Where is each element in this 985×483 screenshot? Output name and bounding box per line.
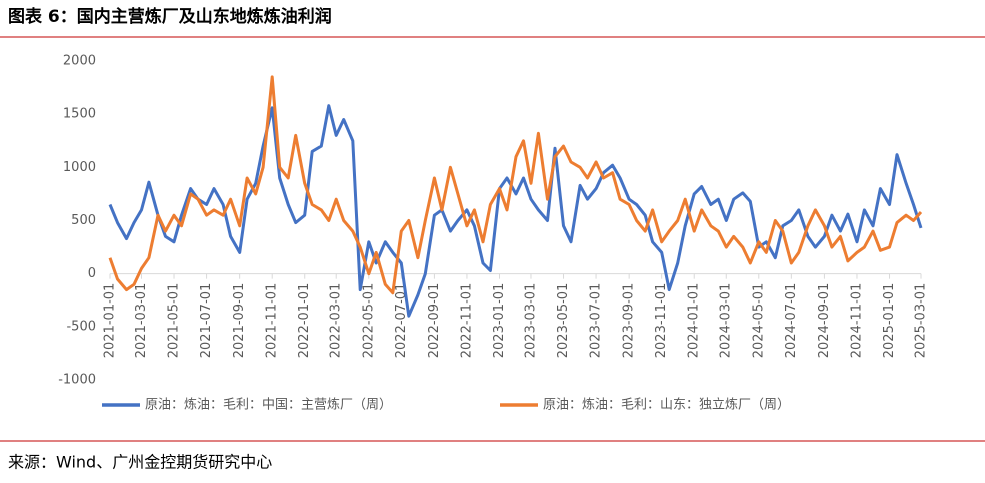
x-tick-label: 2024-05-01 bbox=[751, 283, 766, 359]
x-tick-label: 2022-03-01 bbox=[329, 283, 344, 359]
x-tick-label: 2022-11-01 bbox=[459, 283, 474, 359]
x-tick-label: 2024-07-01 bbox=[784, 283, 799, 359]
x-tick-label: 2023-11-01 bbox=[654, 283, 669, 359]
legend-label: 原油：炼油：毛利：中国：主营炼厂（周） bbox=[145, 398, 392, 413]
x-tick-label: 2024-09-01 bbox=[817, 283, 832, 359]
chart-title: 图表 6：国内主营炼厂及山东地炼炼油利润 bbox=[8, 6, 332, 27]
x-tick-label: 2023-01-01 bbox=[492, 283, 507, 359]
x-tick-label: 2021-01-01 bbox=[103, 283, 118, 359]
x-tick-label: 2021-09-01 bbox=[232, 283, 247, 359]
legend-label: 原油：炼油：毛利：山东：独立炼厂（周） bbox=[543, 398, 790, 413]
x-tick-label: 2023-07-01 bbox=[589, 283, 604, 359]
source: 来源：Wind、广州金控期货研究中心 bbox=[8, 453, 272, 472]
y-tick-label: 1000 bbox=[63, 160, 96, 175]
y-tick-label: 500 bbox=[71, 213, 96, 228]
x-tick-label: 2024-03-01 bbox=[719, 283, 734, 359]
x-tick-label: 2023-09-01 bbox=[622, 283, 637, 359]
x-tick-label: 2024-01-01 bbox=[687, 283, 702, 359]
x-tick-label: 2022-05-01 bbox=[361, 283, 376, 359]
series-line bbox=[108, 104, 923, 318]
x-tick-label: 2022-01-01 bbox=[297, 283, 312, 359]
y-tick-label: 1500 bbox=[63, 107, 96, 122]
x-tick-label: 2025-01-01 bbox=[882, 283, 897, 359]
x-tick-label: 2025-03-01 bbox=[914, 283, 929, 359]
x-tick-label: 2021-05-01 bbox=[167, 283, 182, 359]
x-tick-label: 2021-03-01 bbox=[134, 283, 149, 359]
x-tick-label: 2023-05-01 bbox=[556, 283, 571, 359]
x-tick-label: 2021-07-01 bbox=[199, 283, 214, 359]
y-tick-label: -500 bbox=[66, 319, 96, 334]
x-tick-label: 2022-07-01 bbox=[394, 283, 409, 359]
x-tick-label: 2023-03-01 bbox=[523, 283, 538, 359]
x-tick-label: 2024-11-01 bbox=[849, 283, 864, 359]
y-tick-label: 0 bbox=[88, 266, 96, 281]
y-tick-label: -1000 bbox=[58, 373, 96, 388]
series-line bbox=[108, 75, 923, 295]
x-tick-label: 2022-09-01 bbox=[427, 283, 442, 359]
x-tick-label: 2021-11-01 bbox=[265, 283, 280, 359]
y-tick-label: 2000 bbox=[63, 54, 96, 69]
